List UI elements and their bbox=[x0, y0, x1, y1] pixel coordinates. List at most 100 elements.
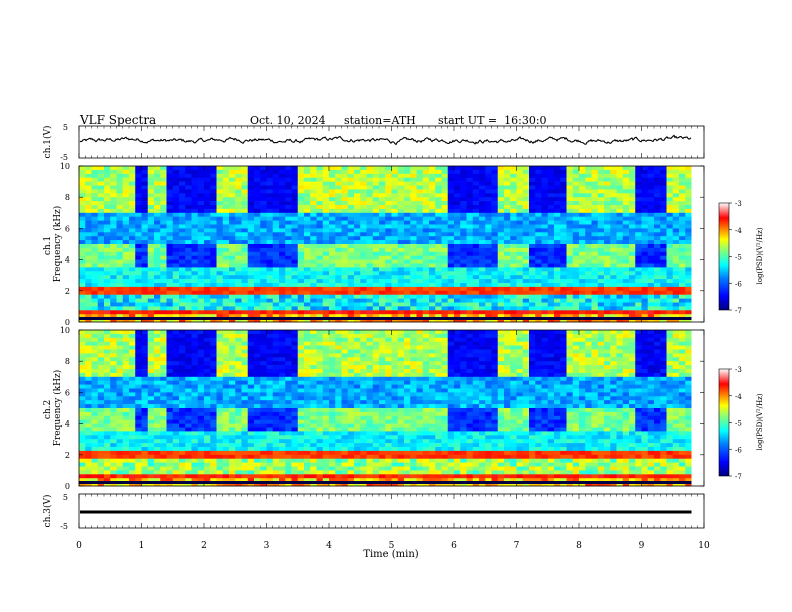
spectrogram-cell bbox=[160, 380, 167, 385]
spectrogram-cell bbox=[435, 279, 442, 284]
spectrogram-cell bbox=[235, 357, 242, 362]
spectrogram-cell bbox=[191, 185, 199, 190]
spectrogram-cell bbox=[566, 173, 574, 178]
spectrogram-cell bbox=[585, 193, 592, 198]
spectrogram-cell bbox=[447, 212, 455, 217]
spectrogram-cell bbox=[629, 286, 636, 292]
spectrogram-cell bbox=[247, 212, 255, 217]
spectrogram-cell bbox=[91, 415, 99, 420]
spectrogram-cell bbox=[660, 224, 667, 229]
spectrogram-cell bbox=[85, 337, 92, 342]
spectrogram-cell bbox=[222, 392, 230, 397]
spectrogram-cell bbox=[160, 294, 167, 299]
spectrogram-cell bbox=[110, 408, 117, 413]
spectrogram-cell bbox=[347, 205, 355, 210]
spectrogram-cell bbox=[391, 279, 399, 284]
spectrogram-cell bbox=[172, 392, 180, 397]
spectrogram-cell bbox=[210, 357, 217, 362]
spectrogram-cell bbox=[160, 283, 167, 288]
spectrogram-cell bbox=[129, 392, 136, 397]
spectrogram-cell bbox=[360, 212, 367, 217]
spectrogram-cell bbox=[147, 314, 155, 319]
spectrogram-cell bbox=[85, 376, 92, 381]
spectrogram-cell bbox=[241, 212, 249, 217]
spectrogram-cell bbox=[685, 247, 692, 253]
spectrogram-cell bbox=[485, 232, 492, 237]
spectrogram-cell bbox=[491, 275, 499, 280]
spectrogram-cell bbox=[222, 419, 230, 424]
spectrogram-cell bbox=[491, 185, 499, 190]
spectrogram-cell bbox=[85, 298, 92, 303]
spectrogram-cell bbox=[91, 369, 99, 374]
spectrogram-cell bbox=[116, 205, 124, 210]
spectrogram-cell bbox=[147, 169, 155, 175]
spectrogram-cell bbox=[654, 310, 661, 315]
spectrogram-cell bbox=[235, 396, 242, 401]
spectrogram-cell bbox=[79, 275, 86, 280]
spectrogram-cell bbox=[135, 396, 142, 401]
spectrogram-cell bbox=[79, 408, 86, 413]
spectrogram-cell bbox=[641, 212, 649, 217]
spectrogram-cell bbox=[510, 181, 517, 186]
spectrogram-cell bbox=[91, 380, 99, 385]
spectrogram-cell bbox=[135, 443, 142, 448]
spectrogram-cell bbox=[404, 263, 411, 268]
spectrogram-cell bbox=[91, 306, 99, 311]
spectrogram-cell bbox=[129, 169, 136, 175]
spectrogram-cell bbox=[97, 450, 105, 456]
spectrogram-cell bbox=[610, 263, 617, 268]
spectrogram-cell bbox=[647, 267, 655, 272]
spectrogram-cell bbox=[660, 220, 667, 225]
spectrogram-cell bbox=[204, 376, 211, 381]
spectrogram-cell bbox=[491, 286, 499, 292]
spectrogram-cell bbox=[641, 173, 649, 178]
spectrogram-cell bbox=[404, 290, 411, 295]
spectrogram-cell bbox=[204, 400, 211, 405]
spectrogram-cell bbox=[491, 279, 499, 284]
spectrogram-cell bbox=[116, 298, 124, 303]
spectrogram-cell bbox=[454, 306, 461, 311]
spectrogram-cell bbox=[466, 177, 474, 182]
spectrogram-cell bbox=[522, 193, 530, 198]
spectrogram-cell bbox=[547, 302, 555, 307]
spectrogram-cell bbox=[597, 318, 605, 323]
spectrogram-cell bbox=[535, 228, 542, 233]
spectrogram-cell bbox=[104, 349, 111, 354]
spectrogram-cell bbox=[79, 431, 86, 436]
spectrogram-cell bbox=[204, 423, 211, 428]
spectrogram-cell bbox=[454, 275, 461, 280]
spectrogram-cell bbox=[529, 240, 536, 245]
spectrogram-cell bbox=[285, 189, 292, 194]
spectrogram-cell bbox=[679, 212, 686, 217]
spectrogram-cell bbox=[185, 185, 192, 190]
spectrogram-cell bbox=[191, 447, 199, 452]
spectrogram-cell bbox=[429, 189, 436, 194]
spectrogram-cell bbox=[110, 286, 117, 292]
spectrogram-cell bbox=[679, 263, 686, 268]
spectrogram-cell bbox=[660, 290, 667, 295]
spectrogram-cell bbox=[166, 306, 174, 311]
spectrogram-cell bbox=[541, 216, 549, 221]
spectrogram-cell bbox=[666, 181, 674, 186]
spectrogram-cell bbox=[191, 341, 199, 346]
spectrogram-cell bbox=[504, 271, 511, 276]
spectrogram-cell bbox=[510, 208, 517, 214]
spectrogram-cell bbox=[229, 279, 236, 284]
spectrogram-cell bbox=[604, 310, 611, 315]
spectrogram-cell bbox=[110, 431, 117, 436]
spectrogram-cell bbox=[647, 314, 655, 319]
spectrogram-cell bbox=[197, 408, 205, 413]
spectrogram-cell bbox=[360, 173, 367, 178]
spectrogram-cell bbox=[372, 251, 380, 256]
spectrogram-cell bbox=[554, 189, 561, 194]
spectrogram-cell bbox=[216, 259, 224, 264]
spectrogram-cell bbox=[591, 177, 599, 182]
spectrogram-cell bbox=[529, 259, 536, 264]
spectrogram-cell bbox=[172, 220, 180, 225]
spectrogram-cell bbox=[522, 220, 530, 225]
spectrogram-cell bbox=[266, 193, 274, 198]
spectrogram-cell bbox=[635, 318, 642, 323]
spectrogram-cell bbox=[410, 205, 417, 210]
spectrogram-cell bbox=[235, 419, 242, 424]
spectrogram-cell bbox=[85, 306, 92, 311]
